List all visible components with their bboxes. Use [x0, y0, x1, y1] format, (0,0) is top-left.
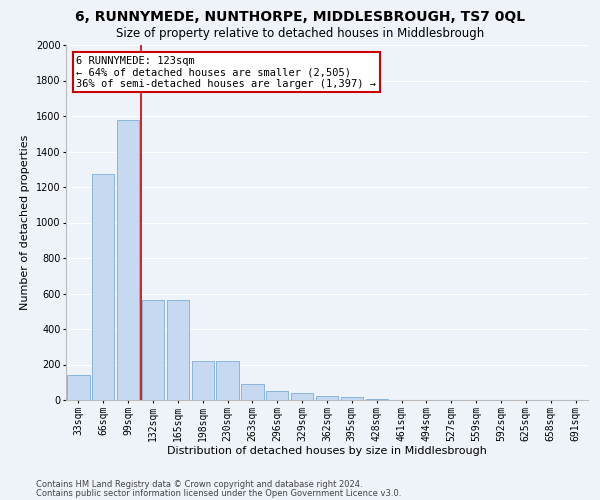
Bar [217, 361, 239, 400]
Y-axis label: Number of detached properties: Number of detached properties [20, 135, 30, 310]
X-axis label: Distribution of detached houses by size in Middlesbrough: Distribution of detached houses by size … [167, 446, 487, 456]
Bar [291, 393, 313, 400]
Bar [67, 375, 89, 400]
Text: Contains public sector information licensed under the Open Government Licence v3: Contains public sector information licen… [36, 490, 401, 498]
Bar [316, 396, 338, 400]
Bar [341, 398, 363, 400]
Bar [117, 120, 139, 400]
Bar [167, 300, 189, 400]
Text: Size of property relative to detached houses in Middlesbrough: Size of property relative to detached ho… [116, 28, 484, 40]
Bar [142, 300, 164, 400]
Text: Contains HM Land Registry data © Crown copyright and database right 2024.: Contains HM Land Registry data © Crown c… [36, 480, 362, 489]
Bar [92, 174, 115, 400]
Text: 6, RUNNYMEDE, NUNTHORPE, MIDDLESBROUGH, TS7 0QL: 6, RUNNYMEDE, NUNTHORPE, MIDDLESBROUGH, … [75, 10, 525, 24]
Bar [266, 391, 289, 400]
Text: 6 RUNNYMEDE: 123sqm
← 64% of detached houses are smaller (2,505)
36% of semi-det: 6 RUNNYMEDE: 123sqm ← 64% of detached ho… [76, 56, 376, 89]
Bar [241, 384, 263, 400]
Bar [191, 361, 214, 400]
Bar [365, 399, 388, 400]
